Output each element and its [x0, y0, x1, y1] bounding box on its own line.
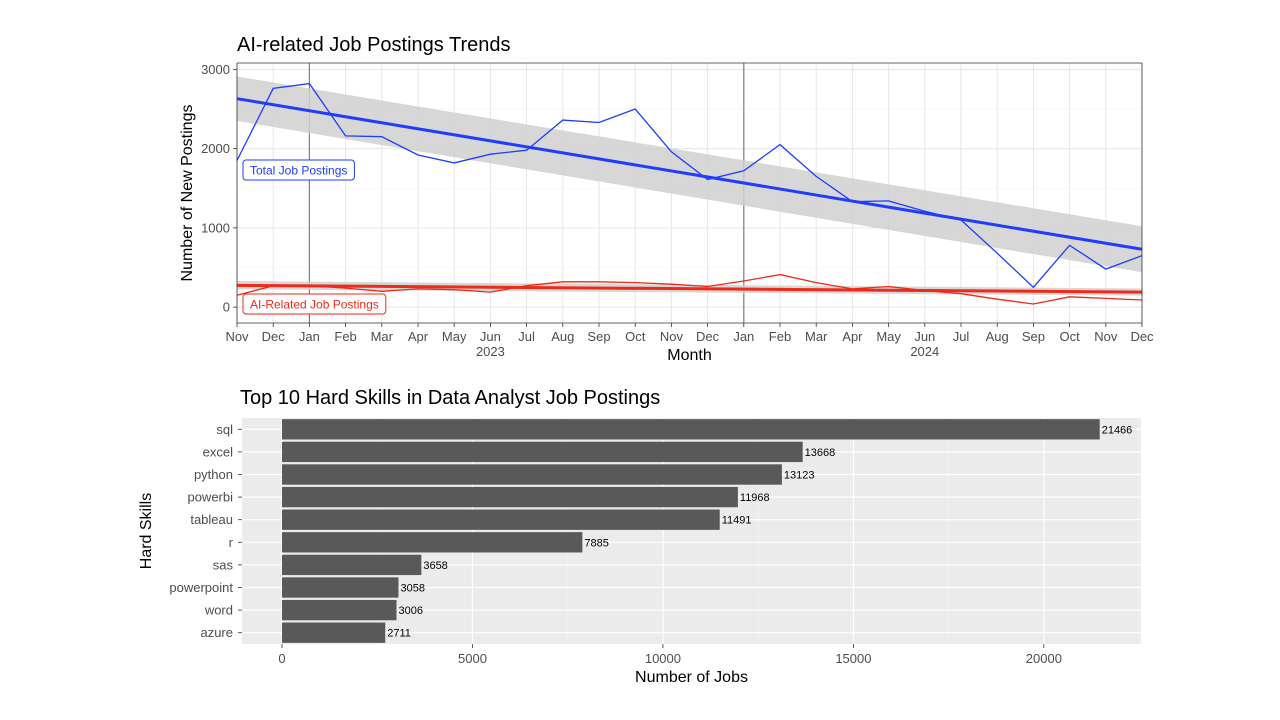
- y-tick-label: 2000: [201, 141, 230, 156]
- bar-python: [281, 464, 782, 485]
- x-tick-label: Jan: [733, 329, 754, 344]
- bar-r: [281, 532, 583, 553]
- x-tick-label: Apr: [408, 329, 429, 344]
- x-tick-label: May: [442, 329, 467, 344]
- y-tick-label: sql: [216, 422, 233, 437]
- bar-value-label: 13668: [805, 447, 836, 459]
- x-tick-label: 20000: [1026, 651, 1062, 666]
- x-tick-label: May: [876, 329, 901, 344]
- x-tick-label: Dec: [1130, 329, 1154, 344]
- series-line-1: [236, 273, 1143, 305]
- y-axis-title: Number of New Postings: [179, 105, 196, 282]
- y-tick-label: r: [229, 535, 234, 550]
- callout-box: [242, 293, 387, 315]
- x-tick-label: Feb: [769, 329, 791, 344]
- y-tick-label: excel: [203, 444, 233, 459]
- bar-value-label: 3006: [399, 605, 423, 617]
- trend-chart: Total Job Postings AI-Related Job Posting…: [179, 34, 1154, 364]
- y-tick-label: tableau: [190, 512, 233, 527]
- y-tick-label: word: [204, 603, 233, 618]
- x-tick-label: Jun: [914, 329, 935, 344]
- x-tick-label: Oct: [1059, 329, 1080, 344]
- x-tick-label: Mar: [371, 329, 394, 344]
- x-tick-label: Oct: [625, 329, 646, 344]
- skills-chart: 21466 sql 13668 excel 13123 python 11968 powerb…: [138, 387, 1141, 686]
- x-tick-label: Jun: [480, 329, 501, 344]
- callout-box: [242, 159, 355, 181]
- bar-word: [281, 599, 397, 621]
- y-tick-label: 1000: [201, 220, 230, 235]
- series-callout: AI-Related Job Postings: [242, 293, 387, 315]
- x-tick-label: 10000: [645, 651, 681, 666]
- x-tick-label: Nov: [660, 329, 684, 344]
- y-tick-label: 0: [223, 300, 230, 315]
- x-tick-label: 0: [278, 651, 285, 666]
- y-tick-label: sas: [213, 557, 234, 572]
- x-tick-label: Jan: [299, 329, 320, 344]
- y-axis-title: Hard Skills: [138, 493, 155, 569]
- bar-tableau: [281, 509, 720, 530]
- x-tick-label: 15000: [835, 651, 871, 666]
- x-tick-label: Feb: [334, 329, 356, 344]
- x-tick-label: Aug: [551, 329, 574, 344]
- x-tick-label: Dec: [696, 329, 720, 344]
- x-tick-label: Sep: [587, 329, 610, 344]
- series-label: Total Job Postings: [250, 164, 347, 178]
- bar-value-label: 2711: [387, 628, 411, 640]
- bar-value-label: 13123: [784, 470, 815, 482]
- x-tick-label: Jul: [953, 329, 970, 344]
- bar-powerpoint: [281, 577, 399, 598]
- x-tick-label: Sep: [1022, 329, 1045, 344]
- bar-value-label: 7885: [584, 537, 608, 549]
- x-tick-label: Mar: [805, 329, 828, 344]
- y-tick-label: 3000: [201, 62, 230, 77]
- y-tick-label: powerpoint: [169, 580, 233, 595]
- y-tick-label: powerbi: [187, 490, 233, 505]
- bar-value-label: 21466: [1102, 424, 1133, 436]
- x-tick-label: Dec: [262, 329, 286, 344]
- x-axis-title: Month: [667, 347, 711, 364]
- bar-azure: [281, 622, 386, 643]
- x-year-label: 2023: [476, 344, 505, 359]
- bar-value-label: 11491: [722, 515, 752, 527]
- series-line-0: [236, 82, 1143, 289]
- bar-excel: [281, 441, 803, 463]
- bar-powerbi: [281, 486, 738, 508]
- trend-line-1: [236, 283, 1143, 294]
- series-label: AI-Related Job Postings: [250, 298, 379, 312]
- bar-value-label: 3658: [423, 560, 447, 572]
- bar-sql: [281, 419, 1100, 440]
- x-year-label: 2024: [910, 344, 939, 359]
- x-tick-label: Apr: [842, 329, 863, 344]
- y-tick-label: python: [194, 467, 233, 482]
- x-axis-title: Number of Jobs: [635, 669, 748, 686]
- trend-line-0: [236, 97, 1143, 251]
- x-tick-label: Nov: [1094, 329, 1118, 344]
- chart-title: AI-related Job Postings Trends: [237, 34, 510, 56]
- y-tick-label: azure: [200, 625, 233, 640]
- chart-title: Top 10 Hard Skills in Data Analyst Job P…: [240, 387, 660, 409]
- x-tick-label: Nov: [225, 329, 249, 344]
- bar-value-label: 11968: [740, 492, 770, 504]
- series-callout: Total Job Postings: [242, 159, 355, 181]
- x-tick-label: Aug: [986, 329, 1009, 344]
- x-tick-label: Jul: [518, 329, 535, 344]
- x-tick-label: 5000: [458, 651, 487, 666]
- bar-value-label: 3058: [400, 583, 424, 595]
- bar-sas: [281, 554, 422, 576]
